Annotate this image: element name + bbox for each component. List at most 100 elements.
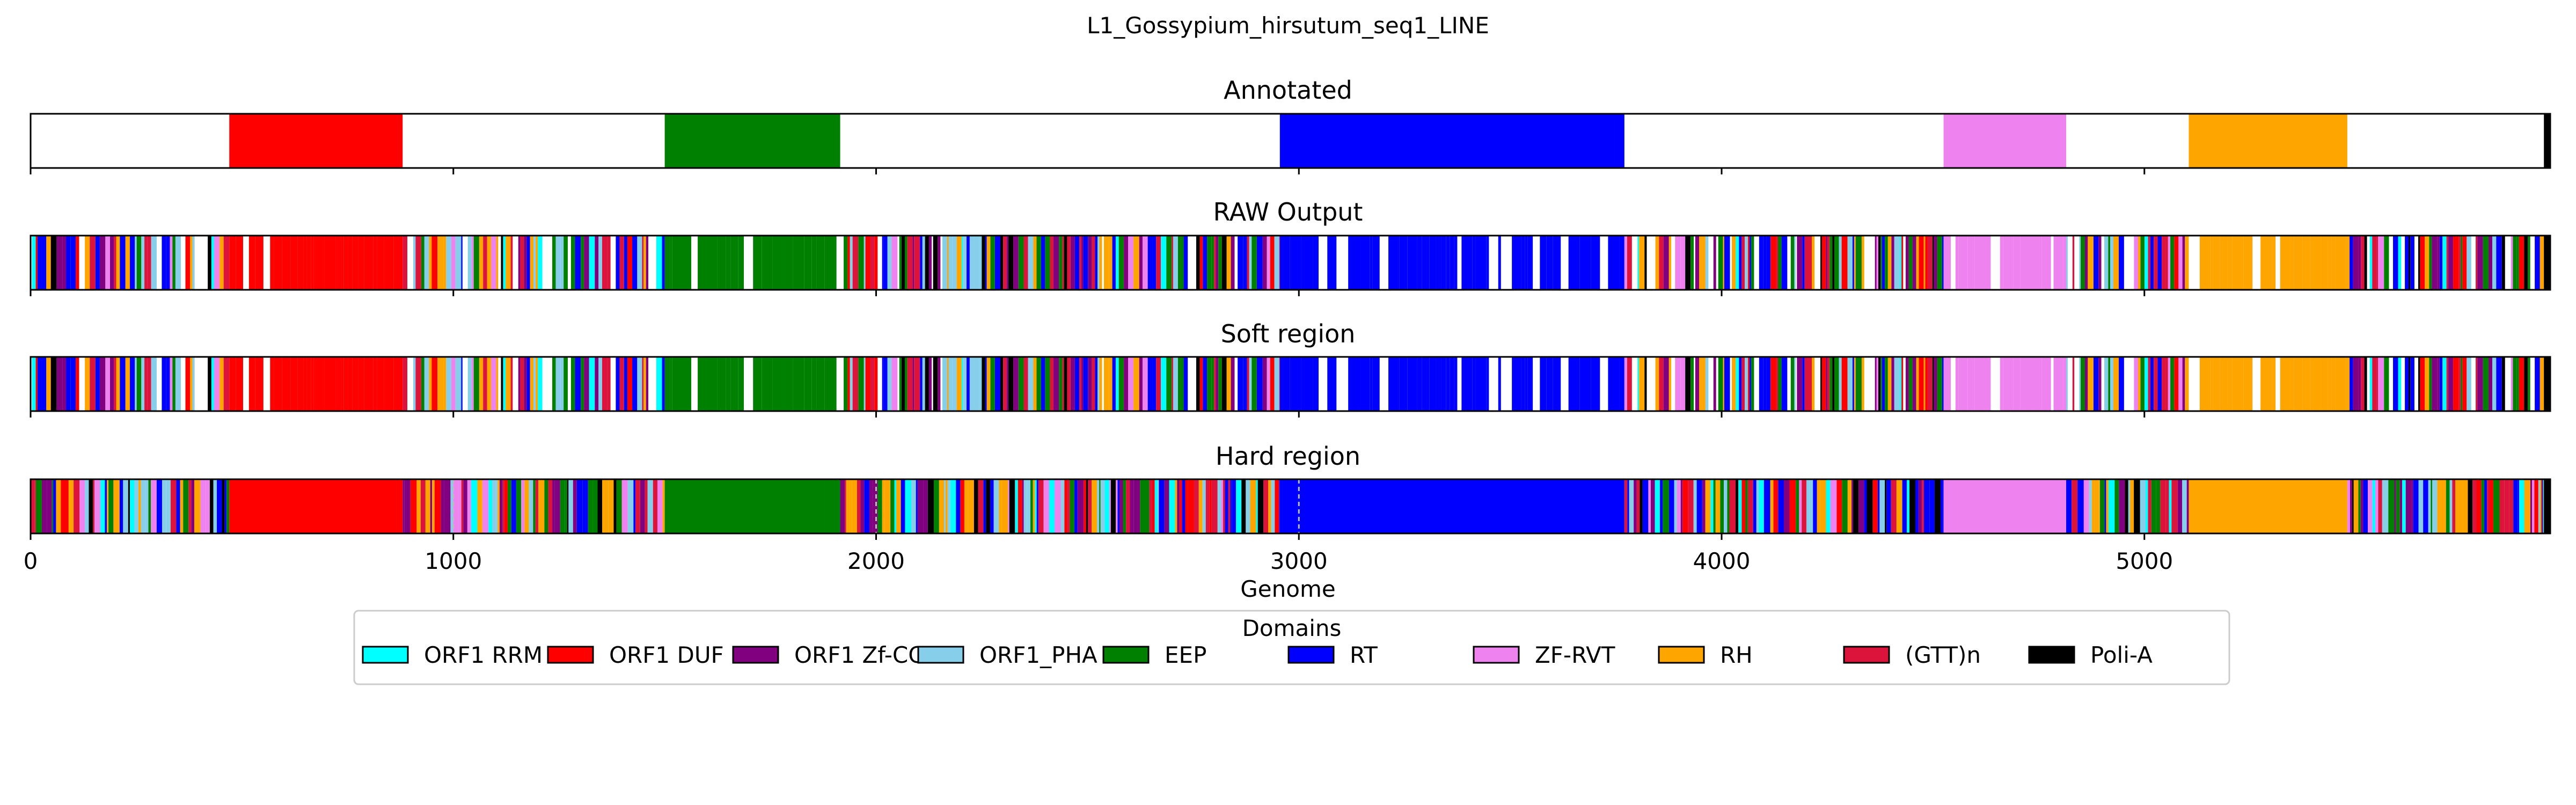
segment-orf1-duf	[311, 357, 314, 411]
segment-orf1-duf	[1841, 236, 1848, 290]
segment-rh	[1133, 236, 1139, 290]
segment-rt	[1472, 236, 1476, 290]
segment-zf-rvt	[1648, 479, 1651, 533]
segment-gtt-n	[2378, 479, 2382, 533]
segment-orf1-zf-cchc	[1022, 479, 1024, 533]
segment-rt	[1290, 357, 1301, 411]
segment-orf1-duf	[324, 357, 336, 411]
segment-gtt-n	[188, 479, 192, 533]
segment-rt	[2535, 357, 2540, 411]
legend-item-orf1-rrm: ORF1 RRM	[362, 642, 543, 668]
segment-rh	[643, 357, 646, 411]
segment-rh	[968, 479, 974, 533]
segment-eep	[1045, 357, 1050, 411]
segment-poli-a	[2418, 357, 2420, 411]
segment-orf1-zf-cchc	[1124, 236, 1129, 290]
segment-orf1-duf	[341, 236, 344, 290]
segment-orf1-pha	[963, 236, 967, 290]
segment-rt	[1766, 357, 1771, 411]
segment-orf1-zf-cchc	[2182, 357, 2185, 411]
segment-eep	[1663, 479, 1669, 533]
segment-orf1-zf-cchc	[1905, 357, 1909, 411]
segment-orf1-zf-cchc	[1905, 236, 1909, 290]
segment-eep	[664, 236, 670, 290]
segment-orf1-rrm	[2169, 479, 2172, 533]
segment-rt	[967, 357, 970, 411]
segment-eep	[1745, 479, 1748, 533]
segment-rt	[1301, 236, 1313, 290]
segment-poli-a	[1086, 479, 1088, 533]
segment-rt	[119, 479, 123, 533]
segment-orf1-zf-cchc	[2182, 236, 2185, 290]
segment-zf-rvt	[1955, 236, 1959, 290]
segment-orf1-pha	[151, 236, 157, 290]
segment-eep	[738, 236, 744, 290]
segment-rh	[2228, 357, 2233, 411]
segment-orf1-zf-cchc	[1053, 357, 1059, 411]
segment-orf1-zf-cchc	[1680, 479, 1683, 533]
segment-orf1-pha	[496, 479, 498, 533]
segment-orf1-zf-cchc	[2477, 236, 2483, 290]
segment-rh	[1099, 357, 1102, 411]
segment-orf1-zf-cchc	[1164, 479, 1169, 533]
segment-orf1-duf	[400, 357, 403, 411]
segment-orf1-pha	[1217, 479, 1221, 533]
segment-eep	[565, 479, 567, 533]
segment-orf1-zf-cchc	[1797, 236, 1803, 290]
segment-rt	[1902, 479, 1907, 533]
segment-eep	[1718, 236, 1723, 290]
legend-items: ORF1 RRM ORF1 DUF ORF1 Zf-CCHC ORF1_PHA EEP R…	[362, 642, 2153, 668]
segment-orf1-zf-cchc	[1081, 236, 1084, 290]
segment-rh	[530, 357, 534, 411]
segment-gtt-n	[1126, 479, 1130, 533]
segment-eep	[1880, 236, 1882, 290]
segment-eep	[2483, 236, 2489, 290]
segment-orf1-pha	[1027, 479, 1031, 533]
segment-rt	[882, 236, 884, 290]
segment-rt	[1074, 479, 1078, 533]
segment-eep	[772, 236, 783, 290]
segment-rh	[437, 357, 444, 411]
segment-orf1-duf	[270, 357, 274, 411]
segment-rt	[1441, 357, 1446, 411]
segment-orf1-pha	[1809, 479, 1813, 533]
segment-rt	[2150, 357, 2154, 411]
segment-zf-rvt	[1974, 357, 1985, 411]
segment-gtt-n	[90, 357, 96, 411]
segment-orf1-zf-cchc	[1262, 357, 1267, 411]
segment-orf1-pha	[647, 479, 653, 533]
segment-gtt-n	[483, 357, 487, 411]
segment-orf1-pha	[555, 236, 561, 290]
segment-zf-rvt	[206, 479, 210, 533]
segment-zf-rvt	[2178, 236, 2183, 290]
segment-rh	[2290, 357, 2294, 411]
segment-rt	[1521, 236, 1525, 290]
segment-eep	[2516, 236, 2519, 290]
segment-eep	[473, 357, 479, 411]
segment-poli-a	[2501, 236, 2505, 290]
segment-orf1-pha	[533, 236, 536, 290]
segment-gtt-n	[1624, 479, 1628, 533]
segment-zf-rvt	[2063, 357, 2067, 411]
segment-zf-rvt	[2003, 357, 2014, 411]
segment-orf1-duf	[229, 479, 403, 533]
segment-rt	[1429, 357, 1436, 411]
segment-orf1-rrm	[2543, 479, 2544, 533]
segment-rt	[1864, 479, 1867, 533]
segment-rt	[1360, 236, 1370, 290]
legend-swatch	[1658, 646, 1705, 664]
segment-rt	[1568, 236, 1580, 290]
segment-gtt-n	[2072, 236, 2075, 290]
segment-rh	[1092, 479, 1097, 533]
segment-rh	[1916, 236, 1919, 290]
segment-eep	[2170, 236, 2175, 290]
segment-zf-rvt	[1675, 357, 1681, 411]
segment-eep	[1720, 479, 1724, 533]
segment-rh	[1655, 236, 1659, 290]
segment-poli-a	[1820, 357, 1822, 411]
segment-orf1-zf-cchc	[1934, 236, 1937, 290]
segment-eep	[1211, 357, 1214, 411]
segment-rt	[1399, 357, 1408, 411]
segment-rt	[1942, 357, 1944, 411]
segment-poli-a	[2544, 479, 2550, 533]
